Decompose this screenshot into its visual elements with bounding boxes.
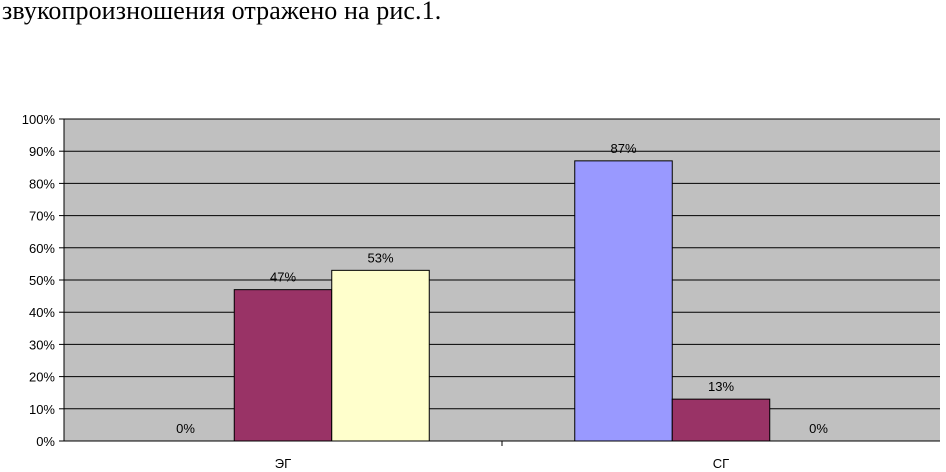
data-label: 0%: [809, 421, 828, 436]
gridlines: [64, 118, 940, 410]
y-tick-label: 0%: [36, 434, 55, 449]
y-tick-label: 70%: [29, 209, 55, 224]
data-label: 53%: [367, 250, 393, 265]
document-text-line: звукопроизношения отражено на рис.1.: [2, 0, 442, 25]
data-label: 87%: [610, 141, 636, 156]
bar: [574, 160, 673, 442]
y-tick-label: 40%: [29, 305, 55, 320]
x-axis-categories: ЭГ СГ: [275, 441, 729, 471]
bars: [233, 160, 771, 442]
y-tick-label: 50%: [29, 273, 55, 288]
x-category-label: ЭГ: [275, 456, 291, 471]
y-tick-label: 90%: [29, 144, 55, 159]
data-labels: 0% 47% 53% 87% 13% 0%: [176, 141, 828, 436]
y-tick-label: 100%: [22, 112, 56, 127]
data-label: 0%: [176, 421, 195, 436]
y-axis-ticks: 0% 10% 20% 30% 40% 50% 60% 70% 80% 90% 100%: [22, 112, 64, 449]
y-tick-label: 10%: [29, 402, 55, 417]
y-tick-label: 80%: [29, 176, 55, 191]
y-tick-label: 30%: [29, 337, 55, 352]
data-label: 13%: [708, 379, 734, 394]
y-tick-label: 20%: [29, 370, 55, 385]
y-tick-label: 60%: [29, 241, 55, 256]
bar: [671, 398, 771, 442]
bar: [331, 269, 430, 442]
bar: [233, 289, 333, 442]
data-label: 47%: [270, 270, 296, 285]
x-category-label: СГ: [713, 456, 729, 471]
